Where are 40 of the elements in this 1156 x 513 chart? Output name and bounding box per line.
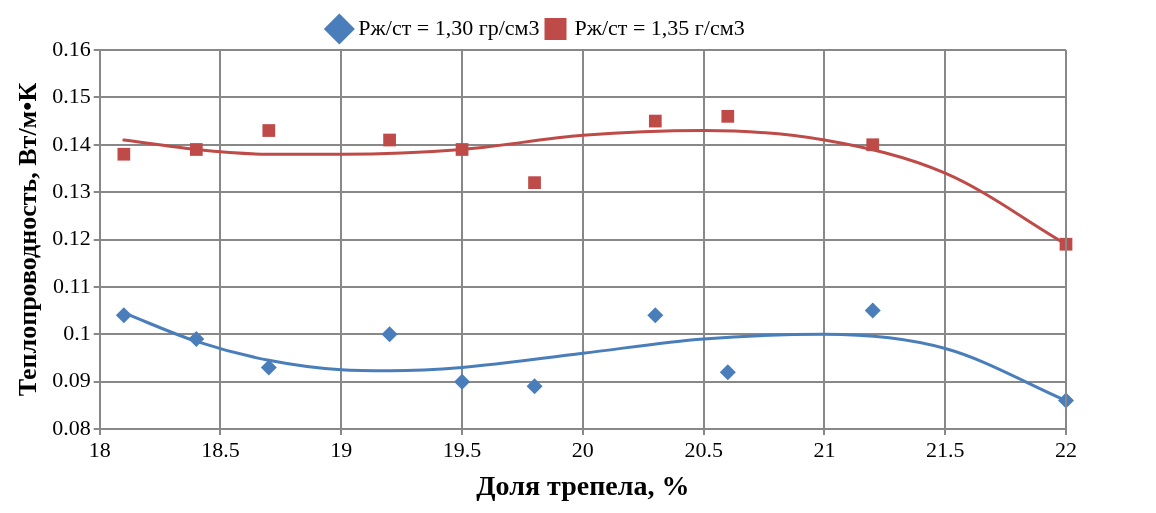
point <box>866 138 880 152</box>
x-tick-label: 19 <box>330 436 353 462</box>
x-tick-label: 20.5 <box>684 436 723 462</box>
point <box>721 109 735 123</box>
point <box>526 378 543 395</box>
legend-label: Рж/ст = 1,30 гр/см3 <box>358 14 540 40</box>
legend-label: Рж/ст = 1,35 г/см3 <box>574 14 745 40</box>
x-tick-label: 18 <box>88 436 111 462</box>
point <box>117 147 131 161</box>
point <box>454 373 471 390</box>
point <box>383 133 396 147</box>
point <box>115 307 132 324</box>
x-axis-title: Доля трепела, % <box>476 470 690 502</box>
point <box>528 176 541 190</box>
point <box>189 143 203 156</box>
x-tick-label: 21.5 <box>925 436 965 462</box>
y-axis-title: Теплопроводность, Вт/м•К <box>13 82 43 397</box>
x-tick-label: 20 <box>571 436 594 462</box>
point <box>864 302 881 319</box>
x-tick-label: 19.5 <box>442 436 482 462</box>
x-tick-label: 22 <box>1055 436 1077 462</box>
y-tick-label: 0.13 <box>52 177 91 203</box>
point <box>719 364 736 381</box>
point <box>260 359 277 376</box>
point <box>188 330 205 347</box>
x-tick-label: 18.5 <box>201 436 240 462</box>
y-tick-label: 0.1 <box>63 320 91 346</box>
y-tick-label: 0.09 <box>52 367 91 393</box>
point <box>262 124 276 137</box>
y-tick-label: 0.14 <box>52 130 91 156</box>
y-tick-label: 0.11 <box>53 272 91 298</box>
y-tick-label: 0.12 <box>52 225 91 251</box>
point <box>381 326 398 343</box>
point <box>455 143 469 156</box>
y-tick-label: 0.16 <box>52 35 91 61</box>
y-tick-label: 0.15 <box>52 83 91 109</box>
y-tick-label: 0.08 <box>52 414 91 440</box>
point <box>648 114 662 128</box>
x-tick-label: 21 <box>813 436 836 462</box>
point <box>647 307 664 324</box>
